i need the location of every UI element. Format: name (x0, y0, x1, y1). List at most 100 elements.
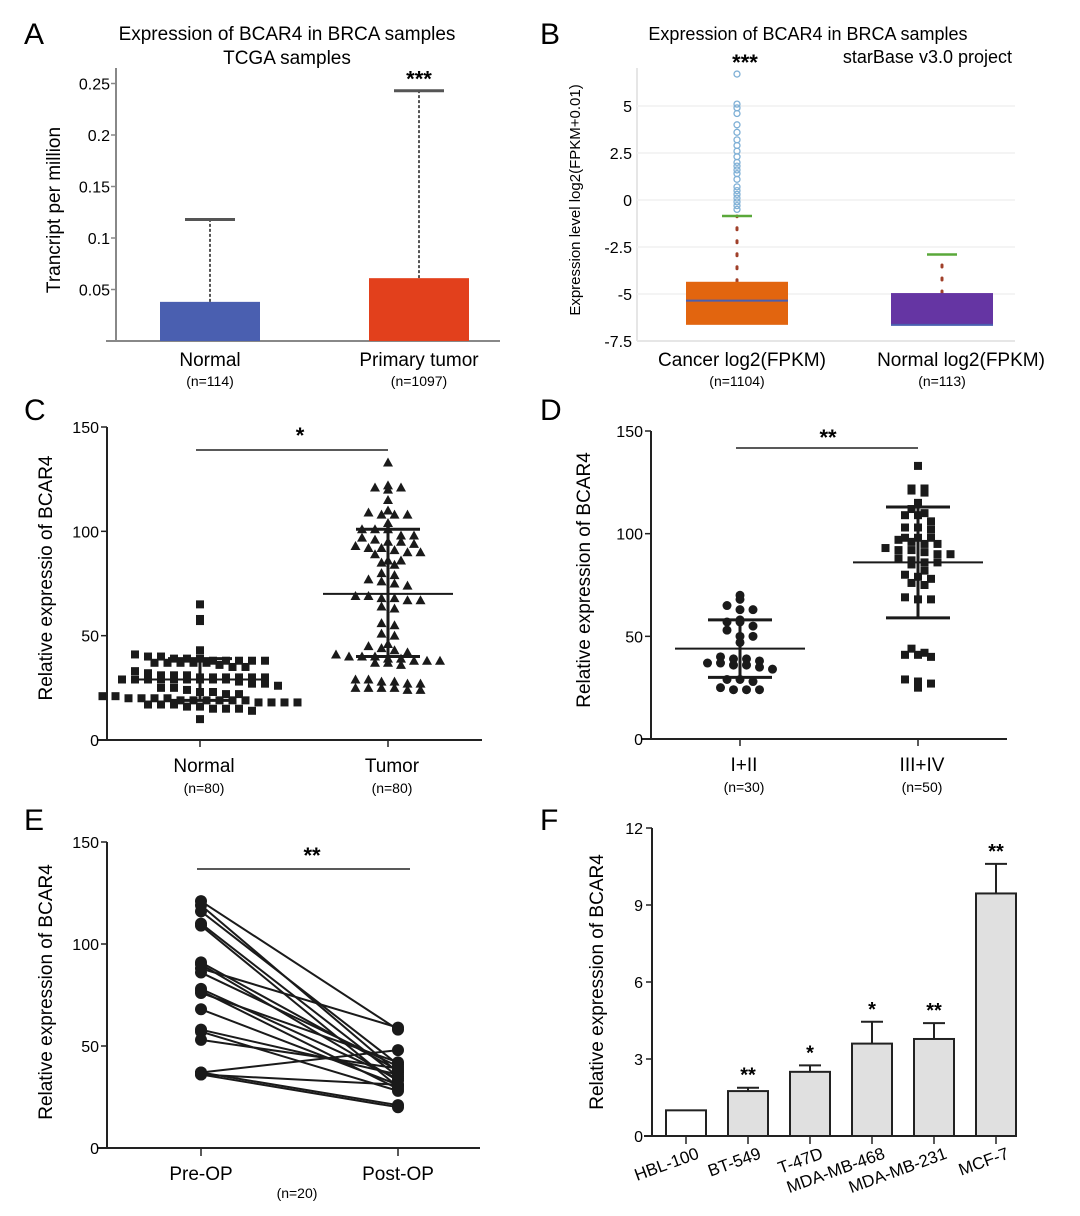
y-tick-label: 100 (72, 524, 99, 541)
data-point (402, 647, 413, 657)
data-point (402, 580, 413, 590)
y-tick-label: 0.1 (88, 231, 110, 248)
data-point (389, 645, 400, 655)
y-tick-label: -7.5 (604, 334, 632, 351)
data-point (768, 664, 777, 674)
data-point (748, 605, 758, 615)
data-point (402, 547, 413, 557)
data-point (729, 685, 738, 695)
data-point (248, 679, 256, 688)
data-point (241, 696, 250, 705)
data-point (363, 641, 374, 651)
data-point (907, 546, 916, 555)
y-tick-label: 0.05 (79, 283, 110, 300)
data-point (376, 682, 387, 692)
data-point (402, 509, 413, 519)
data-point (274, 681, 282, 690)
data-point (376, 618, 387, 628)
data-point (907, 505, 916, 514)
data-point (261, 679, 269, 688)
outlier-point (733, 183, 741, 191)
x-tick-label: Tumor (365, 756, 420, 777)
data-point (742, 660, 751, 670)
data-point (215, 660, 224, 669)
data-point (235, 677, 243, 686)
data-point (248, 706, 256, 715)
panel-c-ylabel: Relative expressio of BCAR4 (36, 455, 57, 700)
data-point (907, 484, 916, 493)
data-point (396, 536, 406, 546)
paired-line (200, 1073, 399, 1109)
data-point (383, 480, 393, 490)
data-point (222, 690, 230, 699)
panel-e: Relative expression of BCAR4 ** (n=20) 0… (36, 835, 480, 1201)
data-point (703, 658, 712, 668)
data-point (389, 578, 400, 588)
paired-line (200, 1008, 399, 1086)
data-point (118, 675, 126, 684)
panel-d-ylabel: Relative expression of BCAR4 (574, 452, 595, 708)
data-point (901, 593, 909, 602)
panel-c: Relative expressio of BCAR4 * 0 50 100 150 N… (36, 420, 482, 796)
outlier-point (733, 104, 741, 112)
data-point (157, 671, 165, 680)
panel-b-ylabel: Expression level log2(FPKM+0.01) (567, 84, 584, 315)
data-point (396, 482, 406, 492)
pre-op-point (195, 1003, 207, 1016)
data-point (907, 644, 916, 653)
data-point (331, 649, 341, 659)
data-point (907, 578, 916, 587)
bar-mda-mb-231 (913, 1037, 955, 1137)
data-point (222, 704, 230, 713)
x-tick-label: Normal (179, 350, 240, 371)
data-point (357, 532, 367, 542)
y-tick-label: 5 (623, 99, 632, 116)
data-point (389, 630, 400, 640)
significance-label: *** (406, 67, 432, 92)
data-point (144, 652, 152, 661)
data-point (894, 554, 903, 563)
panel-f: Relative expression of BCAR4 0 3 6 9 12 HBL-1… (587, 821, 1017, 1197)
data-point (742, 685, 751, 695)
y-tick-label: 0.2 (88, 128, 110, 145)
y-tick-label: 2.5 (610, 146, 632, 163)
data-point (729, 660, 738, 670)
data-point (350, 591, 361, 601)
post-op-point (392, 1044, 404, 1057)
data-point (363, 591, 374, 601)
data-point (435, 655, 445, 665)
box-1 (891, 293, 993, 325)
data-point (927, 652, 935, 661)
data-point (170, 683, 178, 692)
n-label: (n=30) (724, 779, 765, 795)
data-point (748, 621, 758, 631)
data-point (920, 648, 929, 657)
bar-t-47d (789, 1070, 831, 1138)
data-point (415, 595, 426, 605)
data-point (748, 677, 758, 687)
n-label: (n=1097) (391, 373, 447, 389)
paired-line (200, 992, 399, 1064)
data-point (350, 682, 361, 692)
x-tick-label: Primary tumor (359, 350, 479, 371)
x-tick-label: HBL-100 (632, 1144, 702, 1185)
y-tick-label: 100 (72, 937, 99, 954)
data-point (716, 683, 725, 693)
data-point (196, 600, 204, 609)
data-point (235, 656, 243, 665)
panel-label-e: E (24, 804, 44, 837)
data-point (376, 676, 387, 686)
paired-line (200, 910, 399, 1066)
data-point (363, 574, 374, 584)
y-tick-label: 50 (81, 629, 99, 646)
data-point (914, 677, 922, 686)
panel-label-b: B (540, 18, 560, 51)
data-point (927, 595, 935, 604)
n-label: (n=1104) (709, 373, 764, 389)
data-point (755, 685, 764, 695)
data-point (933, 550, 942, 559)
data-point (422, 655, 432, 665)
data-point (396, 555, 406, 565)
paired-line (200, 1028, 399, 1076)
data-point (894, 546, 903, 555)
